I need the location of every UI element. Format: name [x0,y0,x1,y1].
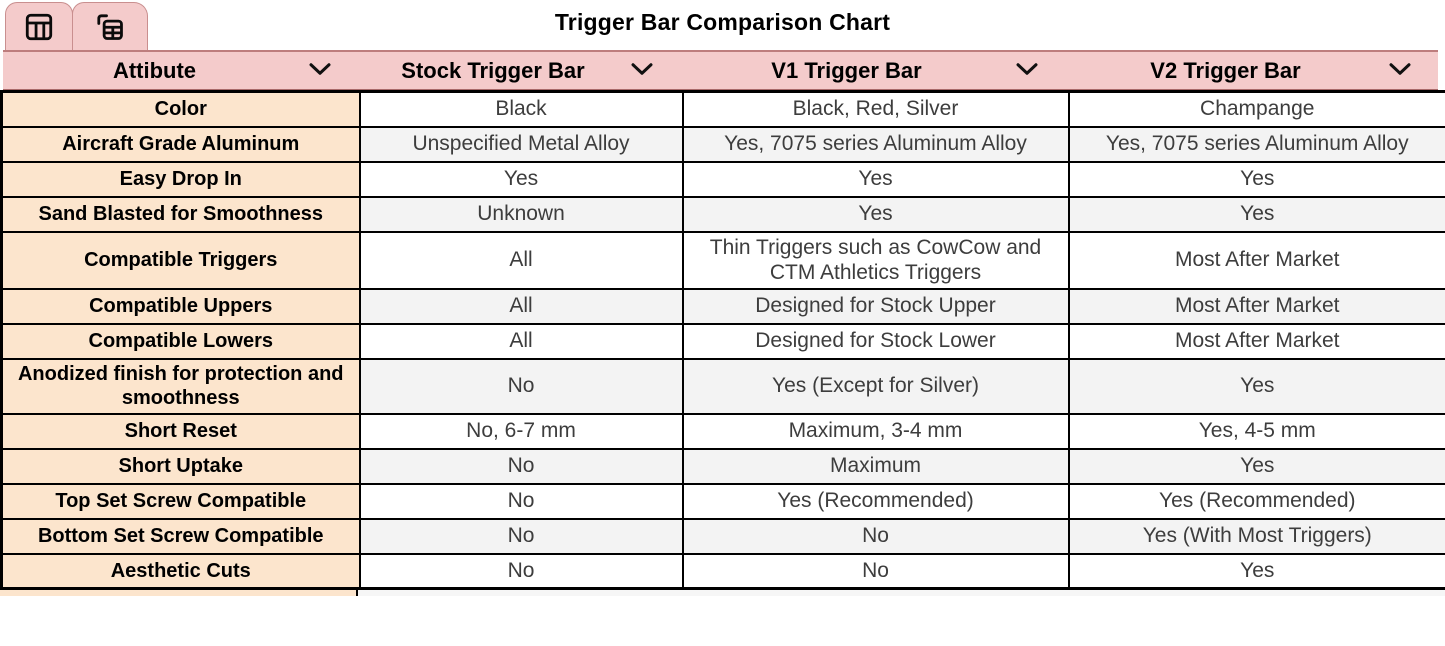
value-cell[interactable]: Yes, 4-5 mm [1067,412,1445,450]
table-chart-icon [23,11,55,43]
value-cell[interactable]: Yes [1067,447,1445,485]
value-cell[interactable]: Yes [1067,357,1445,415]
comparison-table: Color Black Black, Red, Silver Champange Air… [0,90,1445,590]
value-cell[interactable]: No [358,482,684,520]
table-view-icon [94,11,126,43]
value-cell[interactable]: All [358,287,684,325]
value-cell[interactable]: All [358,230,684,290]
value-cell[interactable]: Maximum, 3-4 mm [681,412,1070,450]
attribute-cell[interactable]: Short Reset [0,412,361,450]
table-row: Top Set Screw Compatible No Yes (Recommend… [0,482,1445,520]
table-row: Sand Blasted for Smoothness Unknown Yes Yes [0,195,1445,233]
value-cell[interactable]: Yes (Recommended) [681,482,1070,520]
table-row: Color Black Black, Red, Silver Champange [0,90,1445,128]
value-cell[interactable]: Yes [1067,160,1445,198]
attribute-cell[interactable]: Top Set Screw Compatible [0,482,361,520]
column-header-v2[interactable]: V2 Trigger Bar [1065,52,1438,89]
page-title: Trigger Bar Comparison Chart [554,9,891,35]
value-cell[interactable]: Most After Market [1067,322,1445,360]
chevron-down-icon[interactable] [1015,62,1039,81]
value-cell[interactable]: No [681,552,1070,590]
column-header-label: V2 Trigger Bar [1150,57,1301,83]
value-cell[interactable]: Thin Triggers such as CowCow and CTM Ath… [681,230,1070,290]
column-header-v1[interactable]: V1 Trigger Bar [680,52,1065,89]
attribute-cell[interactable]: Sand Blasted for Smoothness [0,195,361,233]
chevron-down-icon[interactable] [1388,62,1412,81]
table-row: Aesthetic Cuts No No Yes [0,552,1445,590]
sheet-tabs [5,2,148,50]
attribute-cell[interactable]: Aesthetic Cuts [0,552,361,590]
value-cell[interactable]: Champange [1067,90,1445,128]
value-cell[interactable]: No [358,357,684,415]
table-row: Compatible Lowers All Designed for Stock L… [0,322,1445,360]
table-row: Anodized finish for protection and smoot… [0,357,1445,415]
value-cell[interactable]: Black [358,90,684,128]
value-cell[interactable]: No [358,517,684,555]
table-view-tab[interactable] [72,2,148,50]
table-row: Short Reset No, 6-7 mm Maximum, 3-4 mm Yes,… [0,412,1445,450]
attribute-cell[interactable]: Easy Drop In [0,160,361,198]
value-cell[interactable]: Unspecified Metal Alloy [358,125,684,163]
attribute-cell[interactable]: Aircraft Grade Aluminum [0,125,361,163]
column-header-attribute[interactable]: Attibute [3,52,358,89]
column-header-stock[interactable]: Stock Trigger Bar [358,52,680,89]
value-cell[interactable]: Designed for Stock Upper [681,287,1070,325]
column-header-label: Stock Trigger Bar [401,57,585,83]
value-cell[interactable]: No, 6-7 mm [358,412,684,450]
value-cell[interactable]: Most After Market [1067,287,1445,325]
value-cell[interactable]: Unknown [358,195,684,233]
value-cell[interactable]: Yes, 7075 series Aluminum Alloy [681,125,1070,163]
table-row: Easy Drop In Yes Yes Yes [0,160,1445,198]
table-chart-tab[interactable] [5,2,73,50]
attribute-cell[interactable]: Compatible Lowers [0,322,361,360]
value-cell[interactable]: Yes, 7075 series Aluminum Alloy [1067,125,1445,163]
value-cell[interactable]: Yes [1067,552,1445,590]
table-row: Compatible Uppers All Designed for Stock U… [0,287,1445,325]
table-row: Aircraft Grade Aluminum Unspecified Metal… [0,125,1445,163]
value-cell[interactable]: Maximum [681,447,1070,485]
value-cell[interactable]: All [358,322,684,360]
value-cell[interactable]: Yes [1067,195,1445,233]
column-header-label: V1 Trigger Bar [771,57,922,83]
table-row: Compatible Triggers All Thin Triggers such… [0,230,1445,290]
value-cell[interactable]: Yes (With Most Triggers) [1067,517,1445,555]
attribute-cell[interactable]: Compatible Triggers [0,230,361,290]
attribute-cell[interactable]: Color [0,90,361,128]
value-cell[interactable]: Yes [358,160,684,198]
chevron-down-icon[interactable] [308,62,332,81]
value-cell[interactable]: Designed for Stock Lower [681,322,1070,360]
value-cell[interactable]: Most After Market [1067,230,1445,290]
next-row-sliver [0,590,1445,596]
chevron-down-icon[interactable] [630,62,654,81]
value-cell[interactable]: No [681,517,1070,555]
value-cell[interactable]: Black, Red, Silver [681,90,1070,128]
attribute-cell[interactable]: Anodized finish for protection and smoot… [0,357,361,415]
value-cell[interactable]: No [358,447,684,485]
attribute-cell[interactable]: Bottom Set Screw Compatible [0,517,361,555]
value-cell[interactable]: Yes (Except for Silver) [681,357,1070,415]
attribute-cell[interactable]: Compatible Uppers [0,287,361,325]
table-row: Bottom Set Screw Compatible No No Yes (With… [0,517,1445,555]
value-cell[interactable]: Yes [681,195,1070,233]
value-cell[interactable]: Yes (Recommended) [1067,482,1445,520]
toolbar: Trigger Bar Comparison Chart [0,0,1445,50]
table-row: Short Uptake No Maximum Yes [0,447,1445,485]
attribute-cell[interactable]: Short Uptake [0,447,361,485]
value-cell[interactable]: No [358,552,684,590]
column-header-row: Attibute Stock Trigger Bar V1 Trigger Ba… [3,50,1438,90]
column-header-label: Attibute [112,57,197,83]
value-cell[interactable]: Yes [681,160,1070,198]
